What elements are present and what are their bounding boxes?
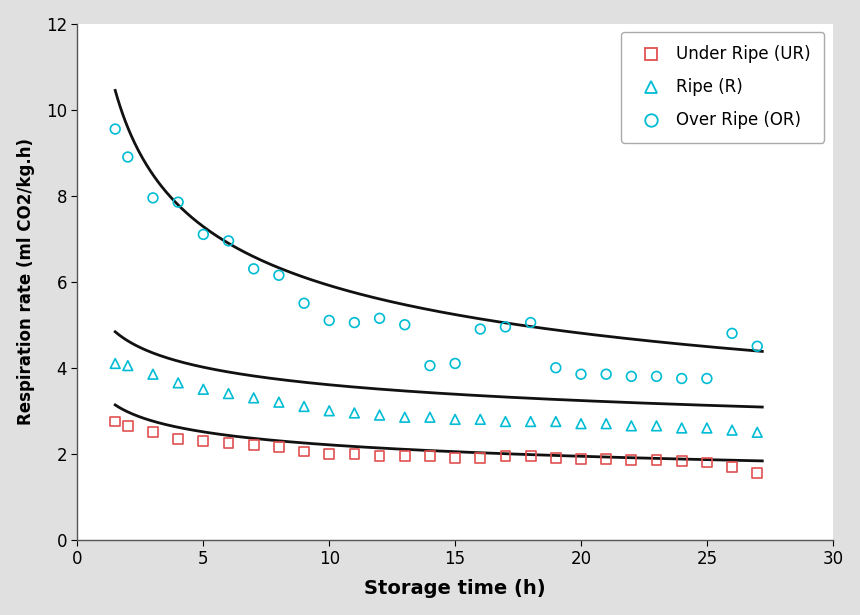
Point xyxy=(196,229,210,239)
Legend: Under Ripe (UR), Ripe (R), Over Ripe (OR): Under Ripe (UR), Ripe (R), Over Ripe (OR… xyxy=(622,32,825,143)
Point xyxy=(272,271,286,280)
Point xyxy=(649,421,663,430)
Point xyxy=(549,363,562,373)
Point xyxy=(247,440,261,450)
Point xyxy=(121,421,135,430)
Point xyxy=(146,427,160,437)
Point xyxy=(108,359,122,368)
Point xyxy=(599,419,613,429)
X-axis label: Storage time (h): Storage time (h) xyxy=(365,579,546,598)
Point xyxy=(171,378,185,387)
Point xyxy=(574,369,588,379)
Point xyxy=(700,458,714,467)
Point xyxy=(700,373,714,383)
Point xyxy=(649,371,663,381)
Point xyxy=(347,408,361,418)
Point xyxy=(196,436,210,446)
Point xyxy=(146,369,160,379)
Point xyxy=(524,416,538,426)
Point xyxy=(108,124,122,134)
Point xyxy=(298,402,311,411)
Point xyxy=(599,369,613,379)
Point xyxy=(499,416,513,426)
Point xyxy=(574,454,588,464)
Point xyxy=(146,193,160,203)
Point xyxy=(675,456,689,466)
Point xyxy=(524,451,538,461)
Point xyxy=(675,423,689,433)
Point xyxy=(423,412,437,422)
Point xyxy=(574,419,588,429)
Point xyxy=(298,446,311,456)
Point xyxy=(222,389,236,399)
Point xyxy=(473,324,487,334)
Point xyxy=(398,412,412,422)
Point xyxy=(624,455,638,465)
Point xyxy=(347,318,361,328)
Point xyxy=(372,410,386,420)
Point xyxy=(448,415,462,424)
Point xyxy=(222,438,236,448)
Point xyxy=(272,442,286,452)
Point xyxy=(448,453,462,463)
Point xyxy=(322,406,336,416)
Point xyxy=(247,264,261,274)
Point xyxy=(298,298,311,308)
Point xyxy=(171,434,185,443)
Point xyxy=(473,415,487,424)
Point xyxy=(751,468,765,478)
Point xyxy=(700,423,714,433)
Point xyxy=(725,425,739,435)
Point xyxy=(473,453,487,463)
Point xyxy=(549,416,562,426)
Point xyxy=(121,152,135,162)
Point xyxy=(322,449,336,459)
Point xyxy=(272,397,286,407)
Y-axis label: Respiration rate (ml CO2/kg.h): Respiration rate (ml CO2/kg.h) xyxy=(16,138,34,425)
Point xyxy=(725,328,739,338)
Point xyxy=(751,341,765,351)
Point xyxy=(675,373,689,383)
Point xyxy=(649,455,663,465)
Point xyxy=(108,416,122,426)
Point xyxy=(372,314,386,323)
Point xyxy=(499,322,513,332)
Point xyxy=(624,371,638,381)
Point xyxy=(398,451,412,461)
Point xyxy=(196,384,210,394)
Point xyxy=(322,315,336,325)
Point xyxy=(524,318,538,328)
Point xyxy=(347,449,361,459)
Point xyxy=(624,421,638,430)
Point xyxy=(372,451,386,461)
Point xyxy=(423,360,437,370)
Point xyxy=(549,453,562,463)
Point xyxy=(599,454,613,464)
Point xyxy=(448,359,462,368)
Point xyxy=(751,427,765,437)
Point xyxy=(725,462,739,472)
Point xyxy=(398,320,412,330)
Point xyxy=(171,197,185,207)
Point xyxy=(121,360,135,370)
Point xyxy=(247,393,261,403)
Point xyxy=(499,451,513,461)
Point xyxy=(423,451,437,461)
Point xyxy=(222,236,236,246)
